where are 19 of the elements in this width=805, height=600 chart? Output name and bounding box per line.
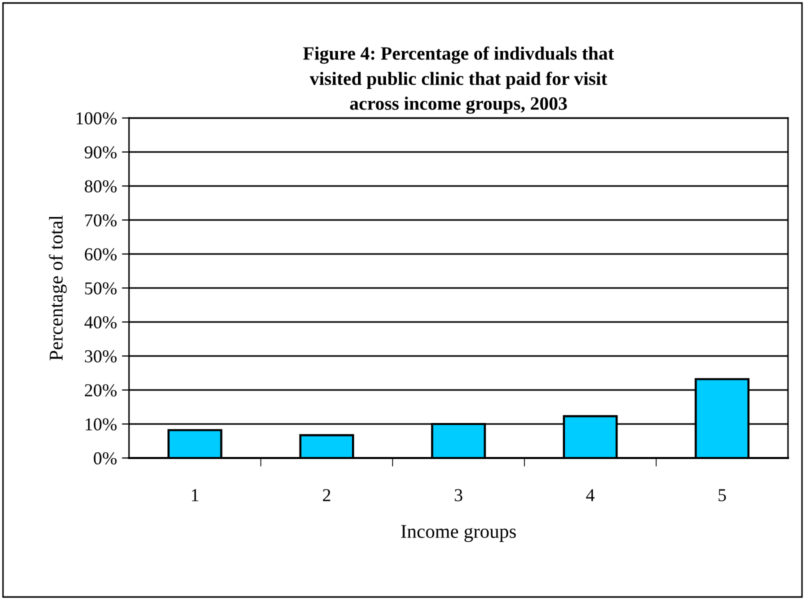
x-tick-label: 1 [192,489,198,502]
y-tick-label: 60% [84,248,117,260]
x-tick-label: 4 [586,489,595,502]
y-tick-label: 10% [86,418,117,430]
x-tick-label: 3 [454,489,462,502]
y-tick-label: 90% [84,146,117,158]
x-axis-title: Income groups [401,525,516,542]
y-tick-label: 50% [85,282,117,294]
y-tick-label: 80% [84,180,117,192]
y-tick-label: 0% [94,452,117,464]
y-tick-label: 30% [84,350,117,362]
y-tick-label: 20% [84,384,117,396]
y-axis-title: Percentage of total [48,216,67,360]
y-tick-label: 40% [84,316,117,328]
y-tick-label: 70% [85,214,117,226]
x-tick-label: 5 [718,489,726,502]
chart-title: Figure 4: Percentage of indivduals that visited public clinic that paid for visit across income groups, 2003 [303,46,614,114]
y-tick-label: 100% [76,112,117,124]
x-tick-label: 2 [322,489,330,502]
